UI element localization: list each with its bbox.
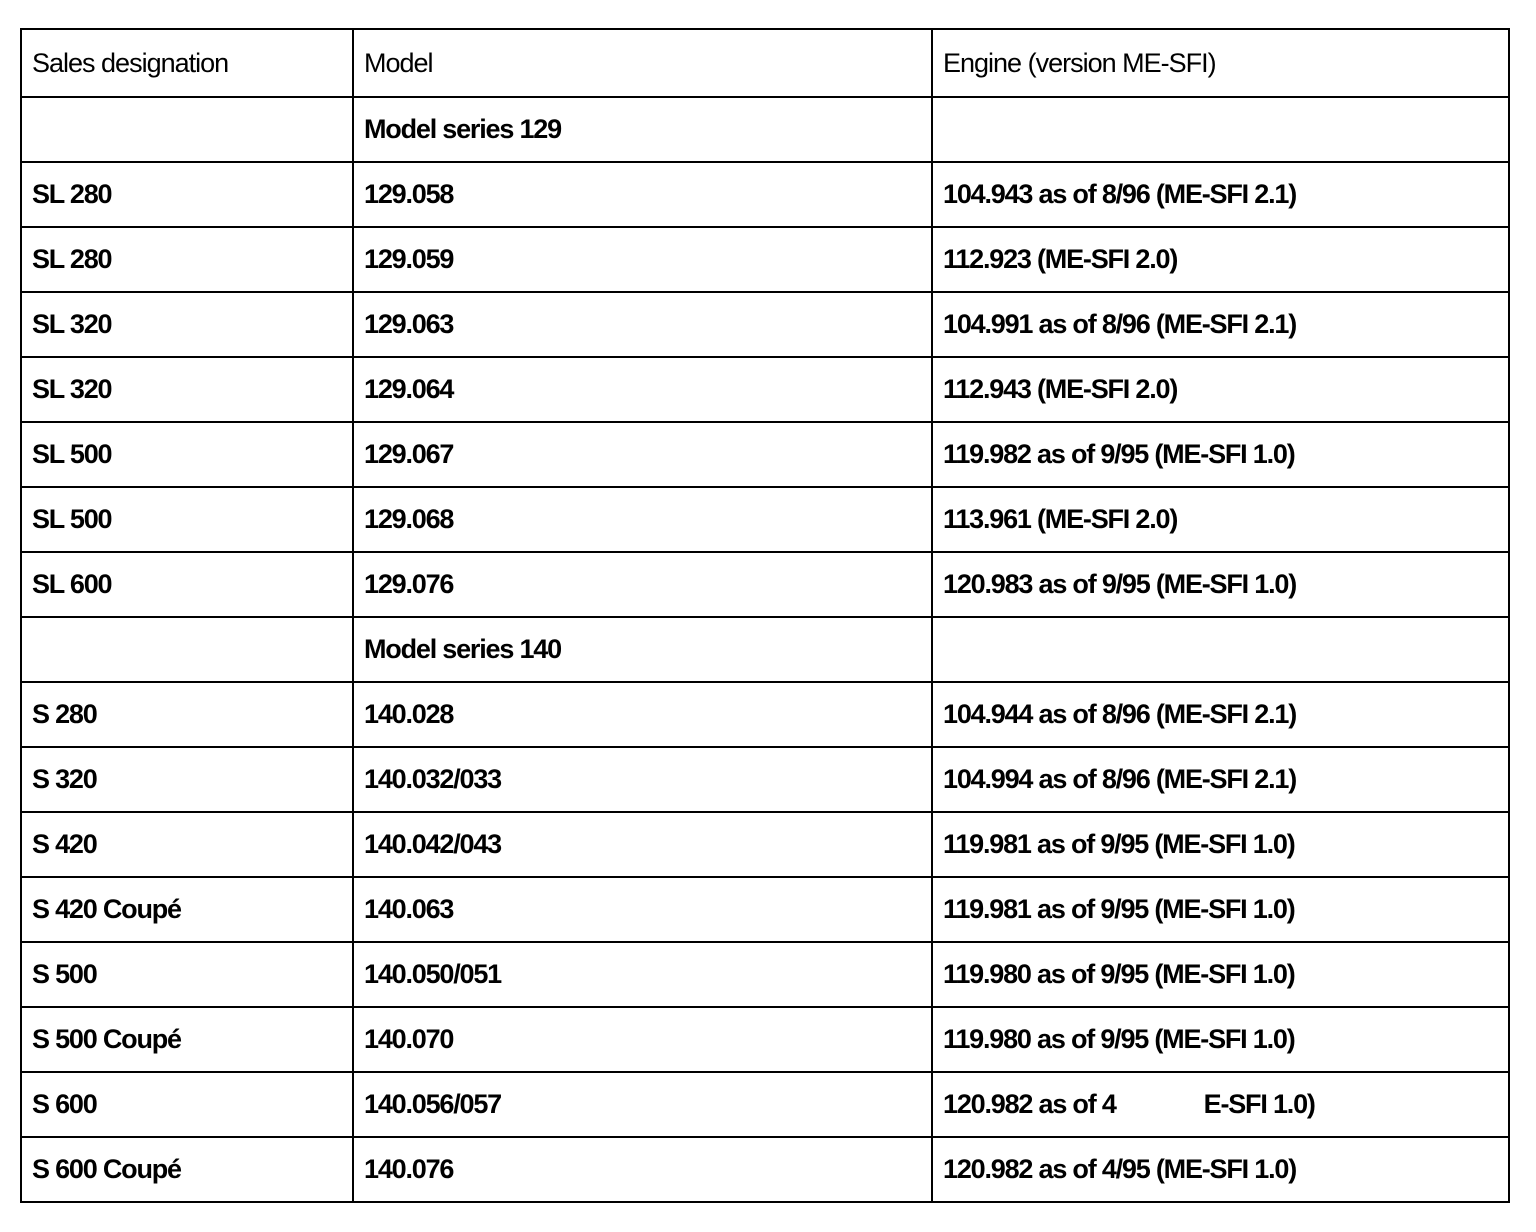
model-cell: 129.067 [352,421,933,488]
series-heading-row: Model series 129 [20,96,1510,163]
engine-cell: 119.980 as of 9/95 (ME-SFI 1.0) [931,941,1510,1008]
engine-model-table: Sales designation Model Engine (version … [20,28,1510,1203]
series-heading: Model series 129 [352,96,933,163]
table-row: S 420 140.042/043 119.981 as of 9/95 (ME-S… [20,811,1510,878]
model-cell: 140.070 [352,1006,933,1073]
table-row: SL 320 129.063 104.991 as of 8/96 (ME-SFI … [20,291,1510,358]
engine-cell: 120.982 as of 4/95 (ME-SFI 1.0) [931,1136,1510,1203]
engine-cell: 104.991 as of 8/96 (ME-SFI 2.1) [931,291,1510,358]
engine-cell: 104.943 as of 8/96 (ME-SFI 2.1) [931,161,1510,228]
model-cell: 140.076 [352,1136,933,1203]
engine-text-part: 120.982 as of 4 [943,1089,1117,1119]
engine-cell: 104.944 as of 8/96 (ME-SFI 2.1) [931,681,1510,748]
designation-cell: S 280 [20,681,354,748]
table-row: S 600 Coupé 140.076 120.982 as of 4/95 (ME… [20,1136,1510,1203]
table-row: SL 280 129.059 112.923 (ME-SFI 2.0) [20,226,1510,293]
table-header-row: Sales designation Model Engine (version … [20,28,1510,98]
engine-cell [931,96,1510,163]
engine-cell: 112.943 (ME-SFI 2.0) [931,356,1510,423]
designation-cell: S 600 Coupé [20,1136,354,1203]
designation-cell: S 600 [20,1071,354,1138]
engine-cell: 119.981 as of 9/95 (ME-SFI 1.0) [931,811,1510,878]
designation-cell: SL 280 [20,226,354,293]
designation-cell: SL 500 [20,486,354,553]
model-cell: 140.028 [352,681,933,748]
designation-cell: S 320 [20,746,354,813]
engine-text-part: E-SFI 1.0) [1203,1089,1316,1119]
engine-cell: 120.983 as of 9/95 (ME-SFI 1.0) [931,551,1510,618]
engine-cell: 112.923 (ME-SFI 2.0) [931,226,1510,293]
model-cell: 129.059 [352,226,933,293]
designation-cell: S 420 Coupé [20,876,354,943]
table-row: SL 600 129.076 120.983 as of 9/95 (ME-SFI … [20,551,1510,618]
designation-cell [20,96,354,163]
header-engine: Engine (version ME-SFI) [931,28,1510,98]
engine-cell: 119.981 as of 9/95 (ME-SFI 1.0) [931,876,1510,943]
table-row: S 280 140.028 104.944 as of 8/96 (ME-SFI 2… [20,681,1510,748]
designation-cell: S 500 [20,941,354,1008]
model-cell: 140.063 [352,876,933,943]
designation-cell [20,616,354,683]
model-cell: 140.032/033 [352,746,933,813]
model-cell: 140.042/043 [352,811,933,878]
model-cell: 129.068 [352,486,933,553]
table-row: S 420 Coupé 140.063 119.981 as of 9/95 (ME… [20,876,1510,943]
table-row: S 500 140.050/051 119.980 as of 9/95 (ME-S… [20,941,1510,1008]
model-cell: 129.064 [352,356,933,423]
model-cell: 140.056/057 [352,1071,933,1138]
engine-cell: 119.982 as of 9/95 (ME-SFI 1.0) [931,421,1510,488]
model-cell: 140.050/051 [352,941,933,1008]
header-model: Model [352,28,933,98]
engine-cell: 120.982 as of 4 E-SFI 1.0) [931,1071,1510,1138]
engine-cell: 119.980 as of 9/95 (ME-SFI 1.0) [931,1006,1510,1073]
model-cell: 129.063 [352,291,933,358]
designation-cell: S 500 Coupé [20,1006,354,1073]
series-heading-row: Model series 140 [20,616,1510,683]
designation-cell: SL 320 [20,356,354,423]
designation-cell: SL 600 [20,551,354,618]
designation-cell: SL 280 [20,161,354,228]
header-sales-designation: Sales designation [20,28,354,98]
table-row: S 600 140.056/057 120.982 as of 4 E-SFI 1.0… [20,1071,1510,1138]
table-row: SL 500 129.067 119.982 as of 9/95 (ME-SFI … [20,421,1510,488]
designation-cell: SL 500 [20,421,354,488]
table-row: SL 320 129.064 112.943 (ME-SFI 2.0) [20,356,1510,423]
designation-cell: SL 320 [20,291,354,358]
engine-cell: 113.961 (ME-SFI 2.0) [931,486,1510,553]
designation-cell: S 420 [20,811,354,878]
table-row: SL 280 129.058 104.943 as of 8/96 (ME-SFI … [20,161,1510,228]
engine-cell: 104.994 as of 8/96 (ME-SFI 2.1) [931,746,1510,813]
table-row: SL 500 129.068 113.961 (ME-SFI 2.0) [20,486,1510,553]
table-row: S 320 140.032/033 104.994 as of 8/96 (ME-S… [20,746,1510,813]
series-heading: Model series 140 [352,616,933,683]
engine-cell [931,616,1510,683]
table-row: S 500 Coupé 140.070 119.980 as of 9/95 (ME… [20,1006,1510,1073]
model-cell: 129.058 [352,161,933,228]
model-cell: 129.076 [352,551,933,618]
